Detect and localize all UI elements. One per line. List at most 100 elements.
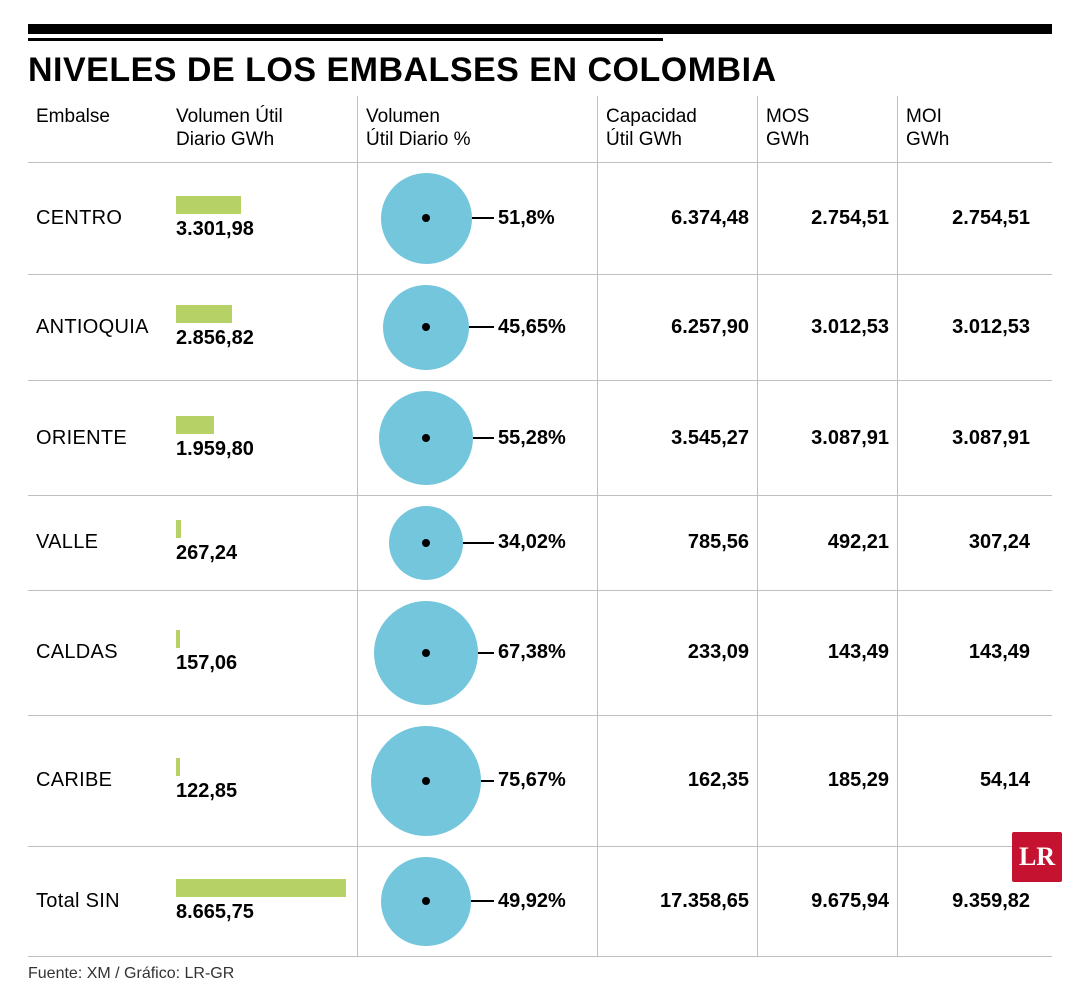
vol-pct-cell: 75,67% xyxy=(358,716,598,846)
mos-value: 492,21 xyxy=(766,531,889,554)
vol-gwh-cell: 157,06 xyxy=(168,591,358,715)
moi-value: 3.012,53 xyxy=(906,316,1030,339)
mos-cell: 143,49 xyxy=(758,591,898,715)
capacidad-value: 6.374,48 xyxy=(606,207,749,230)
moi-value: 54,14 xyxy=(906,769,1030,792)
capacidad-value: 3.545,27 xyxy=(606,427,749,450)
bubble-chart xyxy=(389,506,463,580)
mos-value: 185,29 xyxy=(766,769,889,792)
capacidad-cell: 162,35 xyxy=(598,716,758,846)
vol-gwh-cell: 3.301,98 xyxy=(168,163,358,274)
capacidad-cell: 233,09 xyxy=(598,591,758,715)
col-vol-gwh: Volumen ÚtilDiario GWh xyxy=(168,96,358,162)
mos-value: 2.754,51 xyxy=(766,207,889,230)
vol-pct-cell: 34,02% xyxy=(358,496,598,590)
vol-gwh-cell: 1.959,80 xyxy=(168,381,358,495)
bar-fill xyxy=(176,630,180,648)
region-name-cell: CARIBE xyxy=(28,716,168,846)
bubble-center-dot xyxy=(422,777,430,785)
reservoir-table: Embalse Volumen ÚtilDiario GWh VolumenÚt… xyxy=(28,96,1052,957)
region-name: CALDAS xyxy=(36,641,160,664)
region-name-cell: Total SIN xyxy=(28,847,168,956)
bar-chart xyxy=(176,196,349,214)
page-title: NIVELES DE LOS EMBALSES EN COLOMBIA xyxy=(28,51,1052,90)
bubble-chart xyxy=(374,601,478,705)
bubble-chart xyxy=(381,173,472,264)
vol-gwh-value: 122,85 xyxy=(176,780,349,803)
capacidad-value: 785,56 xyxy=(606,531,749,554)
vol-pct-value: 55,28% xyxy=(494,427,566,450)
moi-cell: 307,24 xyxy=(898,496,1038,590)
bubble-chart xyxy=(381,857,470,946)
table-row: ORIENTE 1.959,80 55,28% 3.545,27 3.087,91 3.0… xyxy=(28,381,1052,496)
region-name-cell: ORIENTE xyxy=(28,381,168,495)
moi-value: 2.754,51 xyxy=(906,207,1030,230)
bar-chart xyxy=(176,520,349,538)
region-name: ORIENTE xyxy=(36,427,160,450)
top-rule xyxy=(28,24,1052,34)
region-name-cell: ANTIOQUIA xyxy=(28,275,168,380)
bubble-chart xyxy=(379,391,473,485)
vol-gwh-value: 267,24 xyxy=(176,542,349,565)
vol-gwh-value: 1.959,80 xyxy=(176,438,349,461)
col-vol-pct: VolumenÚtil Diario % xyxy=(358,96,598,162)
vol-pct-cell: 51,8% xyxy=(358,163,598,274)
bubble-center-dot xyxy=(422,434,430,442)
capacidad-value: 6.257,90 xyxy=(606,316,749,339)
bubble-center-dot xyxy=(422,649,430,657)
moi-cell: 2.754,51 xyxy=(898,163,1038,274)
capacidad-value: 17.358,65 xyxy=(606,890,749,913)
col-capacidad: CapacidadÚtil GWh xyxy=(598,96,758,162)
vol-pct-value: 51,8% xyxy=(494,207,555,230)
bubble-center-dot xyxy=(422,897,430,905)
table-row: ANTIOQUIA 2.856,82 45,65% 6.257,90 3.012,53 3… xyxy=(28,275,1052,381)
moi-value: 307,24 xyxy=(906,531,1030,554)
bar-fill xyxy=(176,416,214,434)
moi-value: 3.087,91 xyxy=(906,427,1030,450)
vol-gwh-value: 8.665,75 xyxy=(176,901,349,924)
bar-fill xyxy=(176,196,241,214)
table-row: CENTRO3.301,98 51,8% 6.374,48 2.754,51 2.754… xyxy=(28,163,1052,275)
table-row: CALDAS157,0667,38%233,09143,49143,49 xyxy=(28,591,1052,716)
bar-fill xyxy=(176,879,346,897)
vol-gwh-cell: 2.856,82 xyxy=(168,275,358,380)
bar-chart xyxy=(176,416,349,434)
mos-value: 9.675,94 xyxy=(766,890,889,913)
bar-fill xyxy=(176,758,180,776)
vol-pct-value: 49,92% xyxy=(494,890,566,913)
vol-gwh-cell: 8.665,75 xyxy=(168,847,358,956)
region-name: CARIBE xyxy=(36,769,160,792)
vol-gwh-value: 2.856,82 xyxy=(176,327,349,350)
mos-cell: 185,29 xyxy=(758,716,898,846)
bubble-center-dot xyxy=(422,323,430,331)
mos-cell: 9.675,94 xyxy=(758,847,898,956)
bar-chart xyxy=(176,630,349,648)
region-name: ANTIOQUIA xyxy=(36,316,160,339)
vol-pct-cell: 55,28% xyxy=(358,381,598,495)
capacidad-cell: 6.257,90 xyxy=(598,275,758,380)
mos-cell: 492,21 xyxy=(758,496,898,590)
region-name-cell: CENTRO xyxy=(28,163,168,274)
vol-pct-value: 75,67% xyxy=(494,769,566,792)
lr-logo: LR xyxy=(1012,832,1062,882)
mos-cell: 2.754,51 xyxy=(758,163,898,274)
moi-cell: 3.087,91 xyxy=(898,381,1038,495)
vol-pct-cell: 49,92% xyxy=(358,847,598,956)
vol-pct-value: 34,02% xyxy=(494,531,566,554)
region-name-cell: VALLE xyxy=(28,496,168,590)
bubble-chart xyxy=(383,285,468,370)
col-embalse: Embalse xyxy=(28,96,168,139)
capacidad-cell: 785,56 xyxy=(598,496,758,590)
mos-value: 3.012,53 xyxy=(766,316,889,339)
mos-value: 3.087,91 xyxy=(766,427,889,450)
bubble-center-dot xyxy=(422,539,430,547)
region-name-cell: CALDAS xyxy=(28,591,168,715)
bar-fill xyxy=(176,305,232,323)
moi-value: 143,49 xyxy=(906,641,1030,664)
table-row: Total SIN 8.665,75 49,92% 17.358,65 9.675,94… xyxy=(28,847,1052,957)
table-row: VALLE 267,24 34,02% 785,56 492,21 307,24 xyxy=(28,496,1052,591)
vol-gwh-cell: 267,24 xyxy=(168,496,358,590)
col-moi: MOIGWh xyxy=(898,96,1038,162)
vol-pct-value: 45,65% xyxy=(494,316,566,339)
vol-pct-cell: 67,38% xyxy=(358,591,598,715)
